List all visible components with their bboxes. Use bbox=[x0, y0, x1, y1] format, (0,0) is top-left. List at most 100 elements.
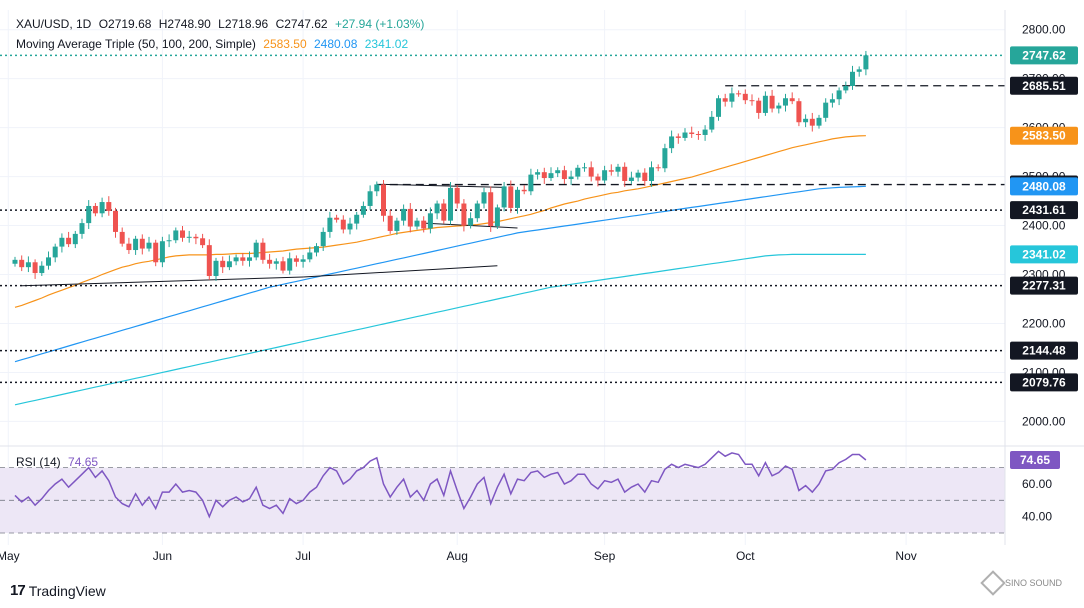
level-box bbox=[1010, 46, 1078, 65]
axes: 2000.002100.002200.002300.002400.002500.… bbox=[0, 10, 1084, 563]
candle-body bbox=[253, 242, 259, 258]
candle-body bbox=[555, 170, 561, 174]
candle-body bbox=[32, 262, 38, 274]
high-value: H2748.90 bbox=[158, 17, 211, 31]
candle-body bbox=[113, 210, 118, 232]
candle-body bbox=[541, 172, 547, 179]
candle-body bbox=[501, 186, 507, 208]
candle-body bbox=[19, 259, 25, 268]
candle-body bbox=[783, 98, 788, 106]
candle-body bbox=[387, 215, 393, 231]
candle-body bbox=[521, 189, 527, 192]
ma-header: Moving Average Triple (50, 100, 200, Sim… bbox=[16, 37, 412, 51]
candle-body bbox=[582, 167, 587, 169]
candle-body bbox=[602, 170, 608, 181]
candle-body bbox=[186, 236, 192, 238]
candle-body bbox=[394, 220, 400, 231]
time-tick-label: Jul bbox=[295, 549, 310, 563]
candle-body bbox=[86, 205, 92, 224]
candle-body bbox=[340, 219, 346, 230]
price-tick-label: 2000.00 bbox=[1022, 414, 1066, 428]
low-value: L2718.96 bbox=[218, 17, 269, 31]
candle-body bbox=[488, 192, 494, 227]
candle-body bbox=[12, 259, 18, 264]
level-label: 2747.62 bbox=[1022, 48, 1066, 62]
candle-body bbox=[796, 101, 802, 123]
tradingview-icon: 17 bbox=[10, 582, 26, 599]
candle-body bbox=[829, 99, 835, 103]
candle-body bbox=[454, 187, 460, 204]
rsi-tick-label: 60.00 bbox=[1022, 477, 1052, 491]
candle-body bbox=[561, 170, 567, 180]
candle-body bbox=[233, 257, 239, 262]
level-label: 2144.48 bbox=[1022, 344, 1066, 358]
candle-body bbox=[307, 252, 313, 260]
time-tick-label: Sep bbox=[594, 549, 616, 563]
candle-body bbox=[273, 261, 279, 264]
candle-body bbox=[716, 98, 721, 117]
candle-body bbox=[206, 245, 212, 276]
candle-body bbox=[240, 257, 246, 261]
candle-body bbox=[300, 259, 306, 262]
candle-body bbox=[515, 189, 520, 208]
candle-body bbox=[320, 231, 326, 247]
candle-body bbox=[689, 132, 695, 134]
candle-body bbox=[722, 98, 728, 102]
candle-body bbox=[414, 220, 420, 227]
time-tick-label: Oct bbox=[736, 549, 755, 563]
ma100-line bbox=[14, 185, 866, 363]
close-value: C2747.62 bbox=[275, 17, 328, 31]
candle-body bbox=[126, 243, 132, 251]
candle-body bbox=[119, 231, 125, 244]
ma-label: 2583.50 bbox=[1022, 129, 1066, 143]
candle-body bbox=[347, 223, 353, 230]
price-tick-label: 2800.00 bbox=[1022, 23, 1066, 37]
level-box bbox=[1010, 373, 1078, 392]
candle-body bbox=[293, 258, 299, 262]
candle-body bbox=[226, 261, 232, 268]
candle-body bbox=[769, 95, 775, 109]
rsi-value-label: 74.65 bbox=[1020, 453, 1050, 467]
candle-body bbox=[52, 246, 58, 258]
candle-body bbox=[401, 208, 407, 221]
watermark-label: SINO SOUND bbox=[1005, 578, 1063, 588]
candle-body bbox=[354, 214, 360, 224]
candle-body bbox=[803, 118, 809, 123]
candle-body bbox=[709, 116, 715, 130]
candle-body bbox=[99, 202, 105, 214]
candle-body bbox=[535, 172, 541, 175]
candle-body bbox=[756, 100, 762, 113]
candle-body bbox=[139, 238, 145, 249]
rsi-header-value: 74.65 bbox=[68, 455, 99, 469]
candle-body bbox=[367, 191, 373, 206]
rsi-value-box bbox=[1010, 451, 1060, 470]
candle-body bbox=[287, 258, 293, 271]
tradingview-label: TradingView bbox=[28, 582, 106, 599]
candle-body bbox=[166, 240, 172, 242]
candle-body bbox=[193, 236, 199, 239]
candle-body bbox=[200, 238, 206, 246]
level-label: 2277.31 bbox=[1022, 279, 1066, 293]
candle-body bbox=[146, 242, 152, 249]
candle-body bbox=[72, 233, 78, 245]
candle-body bbox=[836, 90, 842, 100]
ma-label: 2480.08 bbox=[1022, 179, 1066, 193]
rsi-pane bbox=[0, 450, 1005, 534]
candle-body bbox=[407, 208, 413, 227]
candle-body bbox=[615, 166, 621, 172]
candle-body bbox=[823, 102, 829, 118]
candle-body bbox=[742, 93, 748, 101]
candle-body bbox=[39, 265, 45, 274]
ma-box bbox=[1010, 126, 1078, 145]
open-value: O2719.68 bbox=[98, 17, 152, 31]
tradingview-logo[interactable]: 17 TradingView bbox=[10, 582, 106, 599]
candle-body bbox=[374, 184, 380, 192]
candle-body bbox=[494, 207, 500, 227]
candle-body bbox=[106, 202, 112, 211]
ma-label: Moving Average Triple (50, 100, 200, Sim… bbox=[16, 37, 256, 51]
candle-body bbox=[762, 95, 768, 113]
price-tick-label: 2400.00 bbox=[1022, 219, 1066, 233]
candle-body bbox=[655, 167, 661, 169]
candle-body bbox=[159, 241, 165, 263]
